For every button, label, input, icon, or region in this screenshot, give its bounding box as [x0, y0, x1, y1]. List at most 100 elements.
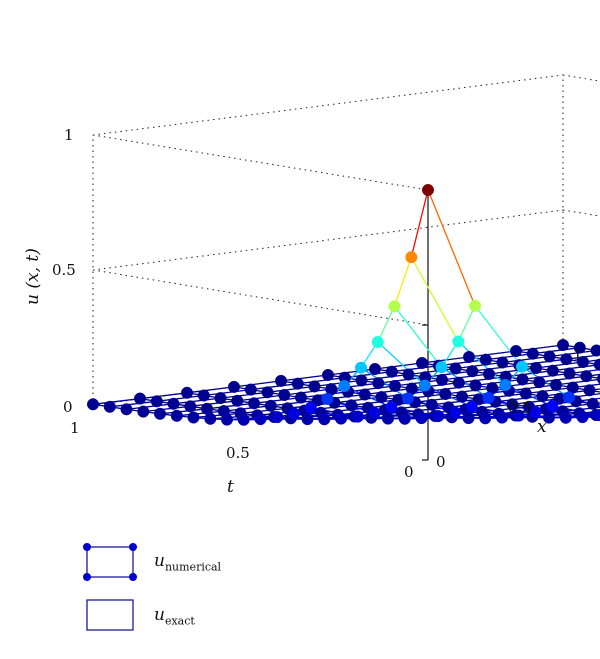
data-point-x6-t16 [436, 373, 449, 386]
data-point-x1-t10 [301, 413, 314, 426]
data-point-x3-t6 [462, 412, 475, 425]
wire-x-18-9 [549, 349, 597, 358]
wire-x-14-6 [475, 378, 523, 387]
box-top-left-edge [92, 134, 429, 191]
data-point-x2-t19 [197, 389, 210, 402]
data-point-x8-t19 [479, 353, 492, 366]
data-point-x1-t18 [167, 397, 180, 410]
data-point-x2-t18 [214, 392, 227, 405]
data-point-x5-t17 [372, 377, 385, 390]
data-point-x4-t14 [375, 391, 388, 404]
wire-x-19-6 [391, 365, 439, 373]
data-point-x0-t13 [204, 412, 217, 425]
data-point-x0-t8 [288, 407, 301, 420]
data-point-x2-t6 [415, 412, 428, 425]
data-point-x2-t8 [382, 412, 395, 425]
wire-x-10-5 [495, 395, 543, 403]
wire-x-19-1 [156, 394, 204, 402]
grid-line-z05-left [92, 269, 429, 326]
data-point-x8-t15 [546, 364, 559, 377]
x-tick-1: 1 [573, 346, 583, 364]
wire-x-19-3 [250, 383, 298, 391]
data-point-x2-t0 [516, 360, 529, 373]
wire-x-17-0 [143, 405, 191, 413]
data-point-x6-t18 [402, 368, 415, 381]
wire-x-20-2 [186, 386, 235, 394]
t-tick-0-5: 0.5 [226, 444, 250, 462]
data-point-x8-t18 [496, 356, 509, 369]
wire-x-20-1 [139, 392, 188, 400]
data-point-x1-t17 [184, 400, 197, 413]
wire-x-19-0 [109, 400, 157, 408]
wire-x-19-8 [485, 353, 533, 361]
wire-x-13-8 [586, 373, 600, 377]
data-point-x2-t2 [482, 391, 495, 404]
wire-x-18-4 [314, 379, 362, 388]
data-point-x4-t18 [308, 380, 321, 393]
data-point-x9-t19 [526, 347, 539, 360]
data-point-x5-t13 [439, 388, 452, 401]
z-axis-label: u (x, t) [23, 248, 43, 305]
data-point-x0-t12 [220, 413, 233, 426]
wire-x-14-7 [522, 372, 570, 381]
data-point-x6-t14 [469, 379, 482, 392]
data-point-x0-t1 [405, 251, 418, 264]
legend-label-exact: uexact [154, 604, 195, 628]
data-point-x0-t2 [388, 300, 401, 313]
data-point-x0-t10 [254, 413, 267, 426]
data-point-x6-t20 [369, 363, 382, 376]
legend-marker-numerical [83, 543, 137, 581]
data-point-x0-t5 [338, 380, 351, 393]
data-point-x1-t1 [452, 335, 465, 348]
legend-item-numerical: unumerical [80, 540, 221, 584]
data-point-x2-t3 [465, 400, 478, 413]
wire-x-14-1 [240, 407, 288, 414]
data-point-x3-t5 [479, 412, 492, 425]
data-point-x9-t20 [510, 345, 523, 358]
data-point-x2-t5 [432, 410, 445, 423]
box-top-right-edge [562, 74, 600, 82]
data-point-x0-t3 [371, 336, 384, 349]
data-point-x2-t16 [247, 397, 260, 410]
wire-x-16-7 [488, 367, 537, 375]
data-point-x5-t9 [506, 398, 519, 411]
data-point-x1-t6 [368, 407, 381, 420]
grid-line-z05-right [562, 209, 600, 217]
data-point-x4-t3 [559, 411, 572, 424]
legend-item-exact: uexact [80, 596, 195, 636]
data-point-x3-t18 [261, 386, 274, 399]
data-point-x1-t0 [469, 299, 482, 312]
wire-x-18-0 [126, 403, 174, 410]
wire-x-17-2 [237, 394, 285, 402]
data-point-x2-t4 [449, 406, 462, 419]
data-point-x8-t16 [530, 362, 543, 375]
wire-x-11-6 [525, 386, 573, 395]
data-point-x4-t2 [576, 411, 589, 424]
data-point-x1-t3 [418, 379, 431, 392]
wire-x-16-9 [582, 359, 600, 363]
data-point-x4-t4 [543, 411, 556, 424]
wire-x-17-9 [566, 354, 600, 360]
data-point-x3-t13 [345, 399, 358, 412]
wire-x-20-5 [327, 368, 376, 376]
wire-x-18-7 [455, 361, 503, 370]
wire-x-17-7 [472, 364, 520, 372]
data-point-x3-t2 [529, 406, 542, 419]
data-point-x7-t12 [550, 378, 563, 391]
data-point-x0-t4 [355, 361, 368, 374]
data-point-x4-t11 [425, 398, 438, 411]
data-point-x3-t16 [295, 391, 308, 404]
wire-t-0-0 [410, 189, 429, 258]
data-point-x2-t15 [264, 399, 277, 412]
wire-x-16-0 [159, 408, 208, 415]
wire-x-2-0 [393, 305, 443, 368]
data-point-x8-t20 [463, 351, 476, 364]
wire-x-13-5 [445, 387, 493, 395]
data-point-x2-t7 [398, 412, 411, 425]
wire-x-14-3 [334, 396, 382, 404]
legend-line-exact [86, 599, 134, 631]
data-point-x6-t7 [586, 397, 599, 410]
data-point-x0-t16 [153, 407, 166, 420]
data-point-x1-t8 [335, 412, 348, 425]
